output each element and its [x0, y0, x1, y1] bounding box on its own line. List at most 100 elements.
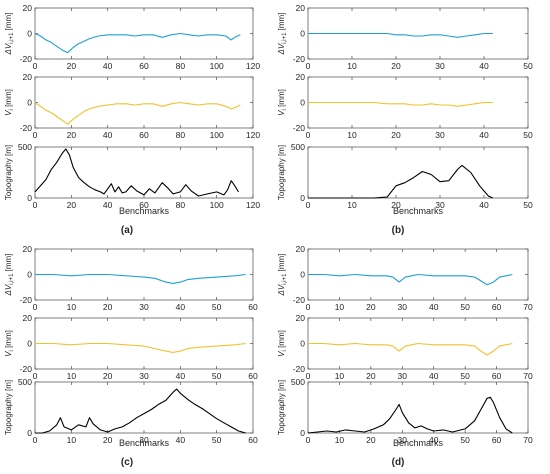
x-tick-label: 50 [212, 435, 222, 445]
series-line [308, 101, 493, 107]
x-tick-label: 10 [335, 435, 345, 445]
y-axis-label: Vi [mm] [4, 89, 15, 116]
axes-frame [34, 248, 254, 301]
x-tick-label: 10 [67, 302, 77, 312]
y-axis-label: ΔVi,i+1 [mm] [4, 13, 15, 56]
x-tick-label: 0 [306, 435, 311, 445]
y-tick-label: 0 [300, 270, 305, 280]
subplot: 0 10 20 30 40 50 60 0 500 Topography [m] [4, 377, 258, 445]
y-axis-label-unit: [mm] [277, 254, 286, 274]
y-axis-label-unit: [mm] [277, 89, 286, 109]
y-axis-label-subscript: i,i+1 [282, 273, 288, 285]
x-tick-label: 10 [347, 200, 357, 210]
y-axis-label-main: ΔV [277, 43, 286, 55]
series-line [308, 273, 513, 286]
x-tick-label: 30 [139, 302, 149, 312]
x-axis-label: Benchmarks [119, 206, 170, 216]
y-tick-label: 20 [23, 72, 33, 82]
x-tick-label: 40 [429, 371, 439, 381]
x-tick-label: 40 [479, 61, 489, 71]
y-axis-label-unit: [mm] [4, 254, 13, 274]
y-tick-label: 500 [18, 377, 32, 387]
x-tick-label: 20 [67, 130, 77, 140]
y-tick-label: 20 [296, 3, 306, 13]
x-tick-label: 0 [33, 130, 38, 140]
x-tick-label: 30 [435, 200, 445, 210]
y-tick-label: 20 [23, 313, 33, 323]
y-axis-label: Vi [mm] [4, 330, 15, 357]
y-axis-label-main: V [4, 110, 13, 116]
y-tick-label: 0 [27, 29, 32, 39]
y-tick-label: -20 [293, 364, 306, 374]
x-tick-label: 70 [523, 435, 533, 445]
x-tick-label: 40 [103, 130, 113, 140]
y-tick-label: 20 [23, 3, 33, 13]
panel-label: (a) [121, 225, 133, 236]
x-tick-label: 20 [366, 302, 376, 312]
y-tick-label: 0 [27, 98, 32, 108]
y-tick-label: 0 [300, 98, 305, 108]
y-tick-label: 20 [296, 72, 306, 82]
x-tick-label: 60 [492, 435, 502, 445]
x-axis-label: Benchmarks [119, 438, 170, 448]
series-line [35, 273, 246, 284]
x-tick-label: 30 [398, 302, 408, 312]
y-axis-label-unit: [mm] [4, 330, 13, 350]
y-axis-label-subscript: i [9, 350, 15, 351]
x-tick-label: 50 [523, 130, 533, 140]
x-tick-label: 0 [33, 200, 38, 210]
axes-frame [34, 76, 254, 129]
x-tick-label: 20 [103, 371, 113, 381]
y-axis-label: Topography [m] [277, 145, 286, 200]
series-line [308, 32, 493, 38]
axes-frame [34, 317, 254, 370]
x-tick-label: 60 [139, 200, 149, 210]
x-tick-label: 10 [335, 302, 345, 312]
x-tick-label: 30 [398, 371, 408, 381]
y-tick-label: 500 [291, 377, 305, 387]
x-tick-label: 30 [435, 61, 445, 71]
y-axis-label-unit: [mm] [277, 330, 286, 350]
y-tick-label: 500 [18, 142, 32, 152]
x-tick-label: 40 [176, 435, 186, 445]
y-tick-label: -20 [20, 295, 33, 305]
panel-label: (c) [121, 457, 133, 468]
x-tick-label: 0 [306, 130, 311, 140]
x-tick-label: 120 [246, 61, 260, 71]
y-axis-label: Topography [m] [4, 380, 13, 435]
x-tick-label: 0 [33, 435, 38, 445]
y-tick-label: -20 [20, 54, 33, 64]
x-tick-label: 80 [176, 61, 186, 71]
y-axis-label-subscript: i [9, 109, 15, 110]
x-tick-label: 10 [347, 61, 357, 71]
y-tick-label: 20 [296, 244, 306, 254]
panel-label: (d) [392, 457, 405, 468]
x-tick-label: 40 [479, 200, 489, 210]
x-tick-label: 40 [479, 130, 489, 140]
y-axis-label: ΔVi,i+1 [mm] [4, 254, 15, 297]
y-axis-label: Vi [mm] [277, 89, 288, 116]
y-tick-label: -20 [293, 295, 306, 305]
x-tick-label: 60 [248, 435, 258, 445]
y-axis-label-main: ΔV [4, 43, 13, 55]
y-tick-label: 20 [296, 313, 306, 323]
x-tick-label: 20 [103, 435, 113, 445]
x-tick-label: 60 [139, 130, 149, 140]
series-line [34, 101, 241, 125]
y-tick-label: 0 [27, 428, 32, 438]
y-axis-label-subscript: i,i+1 [282, 32, 288, 44]
y-tick-label: -20 [293, 123, 306, 133]
axes-frame [307, 146, 529, 199]
x-tick-label: 40 [429, 302, 439, 312]
y-tick-label: 0 [27, 339, 32, 349]
x-tick-label: 0 [306, 371, 311, 381]
x-tick-label: 0 [33, 302, 38, 312]
